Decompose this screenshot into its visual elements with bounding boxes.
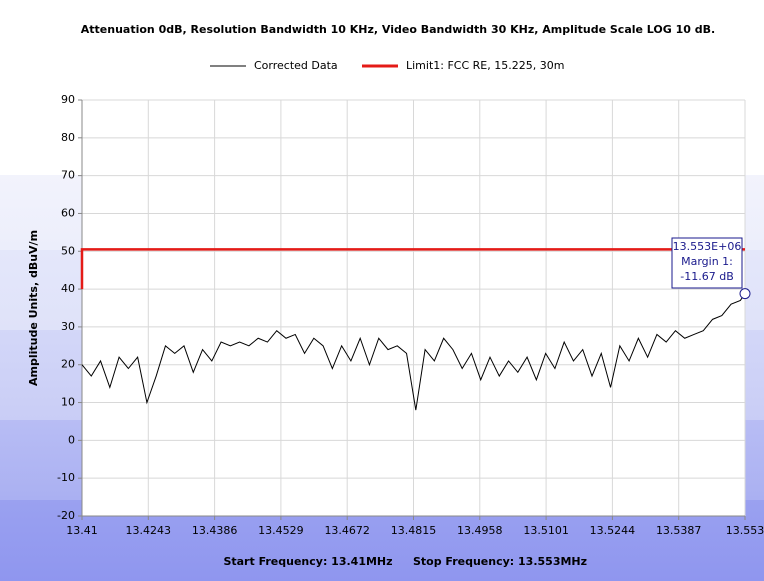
legend-label: Limit1: FCC RE, 15.225, 30m (406, 59, 564, 72)
y-tick-label: 90 (61, 93, 75, 106)
footer-label: Start Frequency: 13.41MHz (223, 555, 392, 568)
legend-label: Corrected Data (254, 59, 338, 72)
x-tick-label: 13.4243 (126, 524, 172, 537)
footer-label: Stop Frequency: 13.553MHz (413, 555, 587, 568)
marker (739, 288, 751, 300)
y-tick-label: 0 (68, 433, 75, 446)
y-tick-label: 60 (61, 206, 75, 219)
x-tick-label: 13.4529 (258, 524, 304, 537)
annotation-box (671, 237, 743, 289)
x-tick-label: 13.5387 (656, 524, 702, 537)
x-tick-label: 13.5244 (590, 524, 636, 537)
series-line (80, 248, 745, 290)
x-tick-label: 13.4958 (457, 524, 503, 537)
y-tick-label: -20 (57, 509, 75, 522)
annotation-text: Margin 1: (681, 255, 733, 268)
annotation-text: -11.67 dB (680, 270, 734, 283)
x-tick-label: 13.5101 (523, 524, 569, 537)
y-tick-label: 50 (61, 244, 75, 257)
y-tick-label: 10 (61, 396, 75, 409)
x-tick-label: 13.4815 (391, 524, 437, 537)
x-tick-label: 13.4672 (324, 524, 370, 537)
y-tick-label: 70 (61, 169, 75, 182)
y-tick-label: 40 (61, 282, 75, 295)
y-axis-label: Amplitude Units, dBuV/m (27, 230, 40, 386)
y-tick-label: 80 (61, 131, 75, 144)
y-tick-label: 20 (61, 358, 75, 371)
x-tick-label: 13.4386 (192, 524, 238, 537)
x-tick-label: 13.41 (66, 524, 98, 537)
series-line (81, 293, 746, 411)
y-tick-label: 30 (61, 320, 75, 333)
x-tick-label: 13.553 (726, 524, 764, 537)
annotation-text: 13.553E+06 (673, 240, 742, 253)
chart-title: Attenuation 0dB, Resolution Bandwidth 10… (81, 23, 715, 36)
y-tick-label: -10 (57, 471, 75, 484)
